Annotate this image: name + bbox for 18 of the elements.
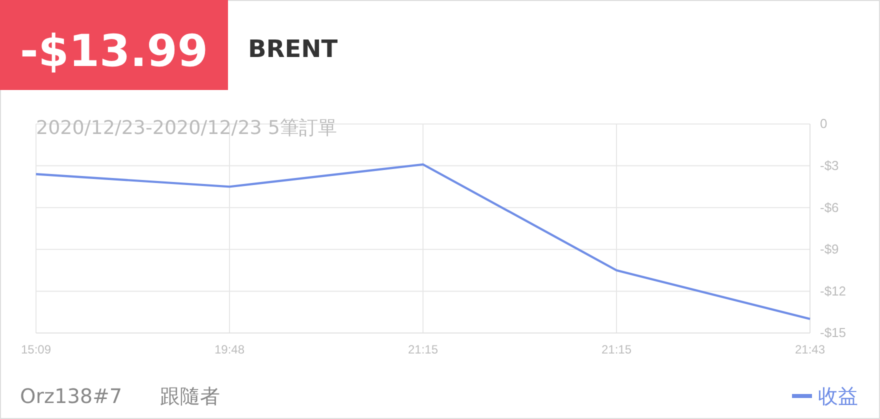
text: Orz138#7 <box>20 384 122 408</box>
chart-title: -$13.99 <box>20 26 208 77</box>
y-tick-label: -$9 <box>820 242 839 257</box>
legend-label: 收益 <box>818 384 858 408</box>
y-tick-label: 0 <box>820 116 828 132</box>
annotation: 2020/12/23-2020/12/23 5筆訂單 <box>36 117 338 139</box>
y-tick-label: -$12 <box>820 283 846 298</box>
x-tick-label: 21:15 <box>408 342 438 357</box>
x-tick-label: 21:15 <box>601 342 632 357</box>
text: 跟隨者 <box>160 384 220 408</box>
y-tick-label: -$6 <box>820 200 839 215</box>
x-tick-label: 15:09 <box>20 342 52 357</box>
x-tick-label: 21:43 <box>794 342 826 357</box>
y-tick-label: -$15 <box>820 325 846 340</box>
line-series <box>34 163 812 320</box>
y-tick-label: -$3 <box>820 158 839 173</box>
chart-subtitle: BRENT <box>248 35 338 63</box>
x-tick-label: 19:48 <box>214 342 245 357</box>
